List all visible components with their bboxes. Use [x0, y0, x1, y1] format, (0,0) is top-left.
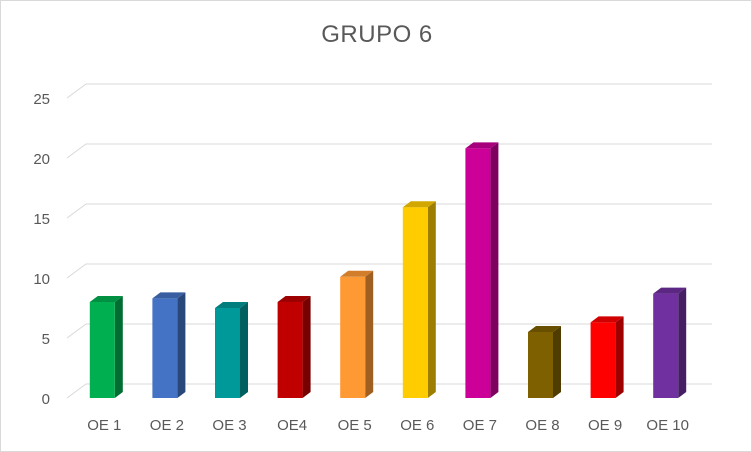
bar: [152, 292, 186, 398]
y-tick-label: 15: [33, 211, 50, 228]
y-tick-label: 25: [33, 91, 50, 108]
x-tick-label: OE 2: [150, 417, 184, 434]
x-tick-label: OE4: [277, 417, 307, 434]
bar: [89, 296, 123, 398]
gridline: [66, 323, 712, 339]
gridline: [66, 263, 712, 279]
bar: [653, 287, 687, 398]
y-tick-label: 0: [42, 391, 50, 408]
bar: [528, 326, 561, 398]
x-tick-label: OE 10: [646, 417, 689, 434]
bar: [465, 142, 499, 398]
x-tick-label: OE 1: [87, 417, 121, 434]
gridlines: [66, 83, 712, 399]
gridline: [66, 83, 712, 99]
x-tick-label: OE 9: [588, 417, 622, 434]
x-tick-label: OE 6: [400, 417, 434, 434]
bar: [277, 296, 311, 398]
gridline: [66, 203, 712, 219]
bar: [590, 316, 624, 398]
gridline: [66, 383, 712, 399]
y-tick-label: 5: [42, 331, 50, 348]
bar: [215, 302, 248, 398]
x-tick-label: OE 3: [212, 417, 246, 434]
bar: [340, 270, 374, 398]
y-axis-ticks: 0 5 10 15 20 25: [33, 91, 50, 408]
y-tick-label: 20: [33, 151, 50, 168]
x-axis-ticks: OE 1 OE 2 OE 3 OE4 OE 5 OE 6 OE 7 OE 8 OE 9 OE 10: [87, 417, 689, 434]
bar: [402, 201, 436, 398]
x-tick-label: OE 5: [338, 417, 372, 434]
chart-title: GRUPO 6: [321, 21, 433, 48]
gridline: [66, 143, 712, 159]
x-tick-label: OE 7: [463, 417, 497, 434]
y-tick-label: 10: [33, 271, 50, 288]
bars: [89, 142, 687, 398]
x-tick-label: OE 8: [525, 417, 559, 434]
